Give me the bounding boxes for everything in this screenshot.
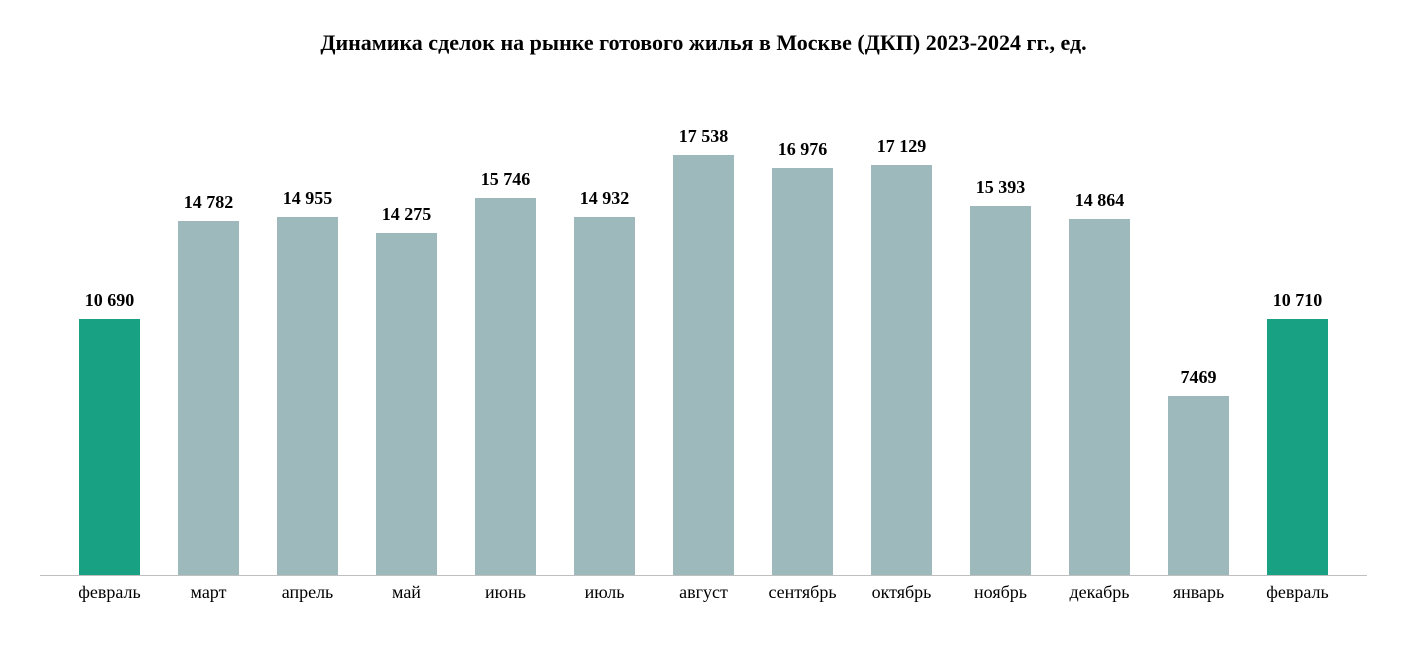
bar [475, 198, 536, 575]
x-axis-label: декабрь [1050, 582, 1149, 603]
x-axis-label: июнь [456, 582, 555, 603]
bar-slot: 14 275 [357, 96, 456, 575]
x-axis-label: июль [555, 582, 654, 603]
bar-value-label: 14 955 [283, 188, 333, 209]
bar-slot: 17 129 [852, 96, 951, 575]
bar-value-label: 14 932 [580, 188, 630, 209]
x-axis-label: февраль [60, 582, 159, 603]
bar-value-label: 15 746 [481, 169, 531, 190]
x-axis-label: февраль [1248, 582, 1347, 603]
bar-slot: 14 955 [258, 96, 357, 575]
bar-value-label: 17 538 [679, 126, 729, 147]
bar [970, 206, 1031, 575]
bar-value-label: 10 710 [1273, 290, 1323, 311]
chart-container: Динамика сделок на рынке готового жилья … [40, 30, 1367, 636]
x-axis-label: октябрь [852, 582, 951, 603]
bar [376, 233, 437, 575]
bar [871, 165, 932, 575]
x-axis-label: январь [1149, 582, 1248, 603]
bar-slot: 14 932 [555, 96, 654, 575]
chart-title: Динамика сделок на рынке готового жилья … [40, 30, 1367, 56]
bar-value-label: 17 129 [877, 136, 927, 157]
bar [574, 217, 635, 575]
bar-value-label: 14 275 [382, 204, 432, 225]
bar-value-label: 15 393 [976, 177, 1026, 198]
x-axis-label: сентябрь [753, 582, 852, 603]
bar-slot: 7469 [1149, 96, 1248, 575]
x-axis-label: август [654, 582, 753, 603]
bar-slot: 15 746 [456, 96, 555, 575]
bar-slot: 14 782 [159, 96, 258, 575]
x-axis-label: ноябрь [951, 582, 1050, 603]
bar [1168, 396, 1229, 575]
bar [79, 319, 140, 575]
bar-slot: 17 538 [654, 96, 753, 575]
bar [277, 217, 338, 575]
x-axis-label: март [159, 582, 258, 603]
bar-slot: 15 393 [951, 96, 1050, 575]
bar-value-label: 16 976 [778, 139, 828, 160]
bar [1069, 219, 1130, 575]
bar-slot: 16 976 [753, 96, 852, 575]
chart-x-axis: февральмартапрельмайиюньиюльавгустсентяб… [40, 582, 1367, 603]
x-axis-label: апрель [258, 582, 357, 603]
bar-value-label: 7469 [1181, 367, 1217, 388]
bar [673, 155, 734, 575]
bar [178, 221, 239, 575]
bar [1267, 319, 1328, 576]
bar-value-label: 14 782 [184, 192, 234, 213]
bar-value-label: 14 864 [1075, 190, 1125, 211]
bar [772, 168, 833, 575]
bar-slot: 10 710 [1248, 96, 1347, 575]
chart-plot-area: 10 690 14 782 14 955 14 275 15 746 14 932 17 5… [40, 96, 1367, 576]
bar-slot: 14 864 [1050, 96, 1149, 575]
x-axis-label: май [357, 582, 456, 603]
bar-value-label: 10 690 [85, 290, 135, 311]
bar-slot: 10 690 [60, 96, 159, 575]
